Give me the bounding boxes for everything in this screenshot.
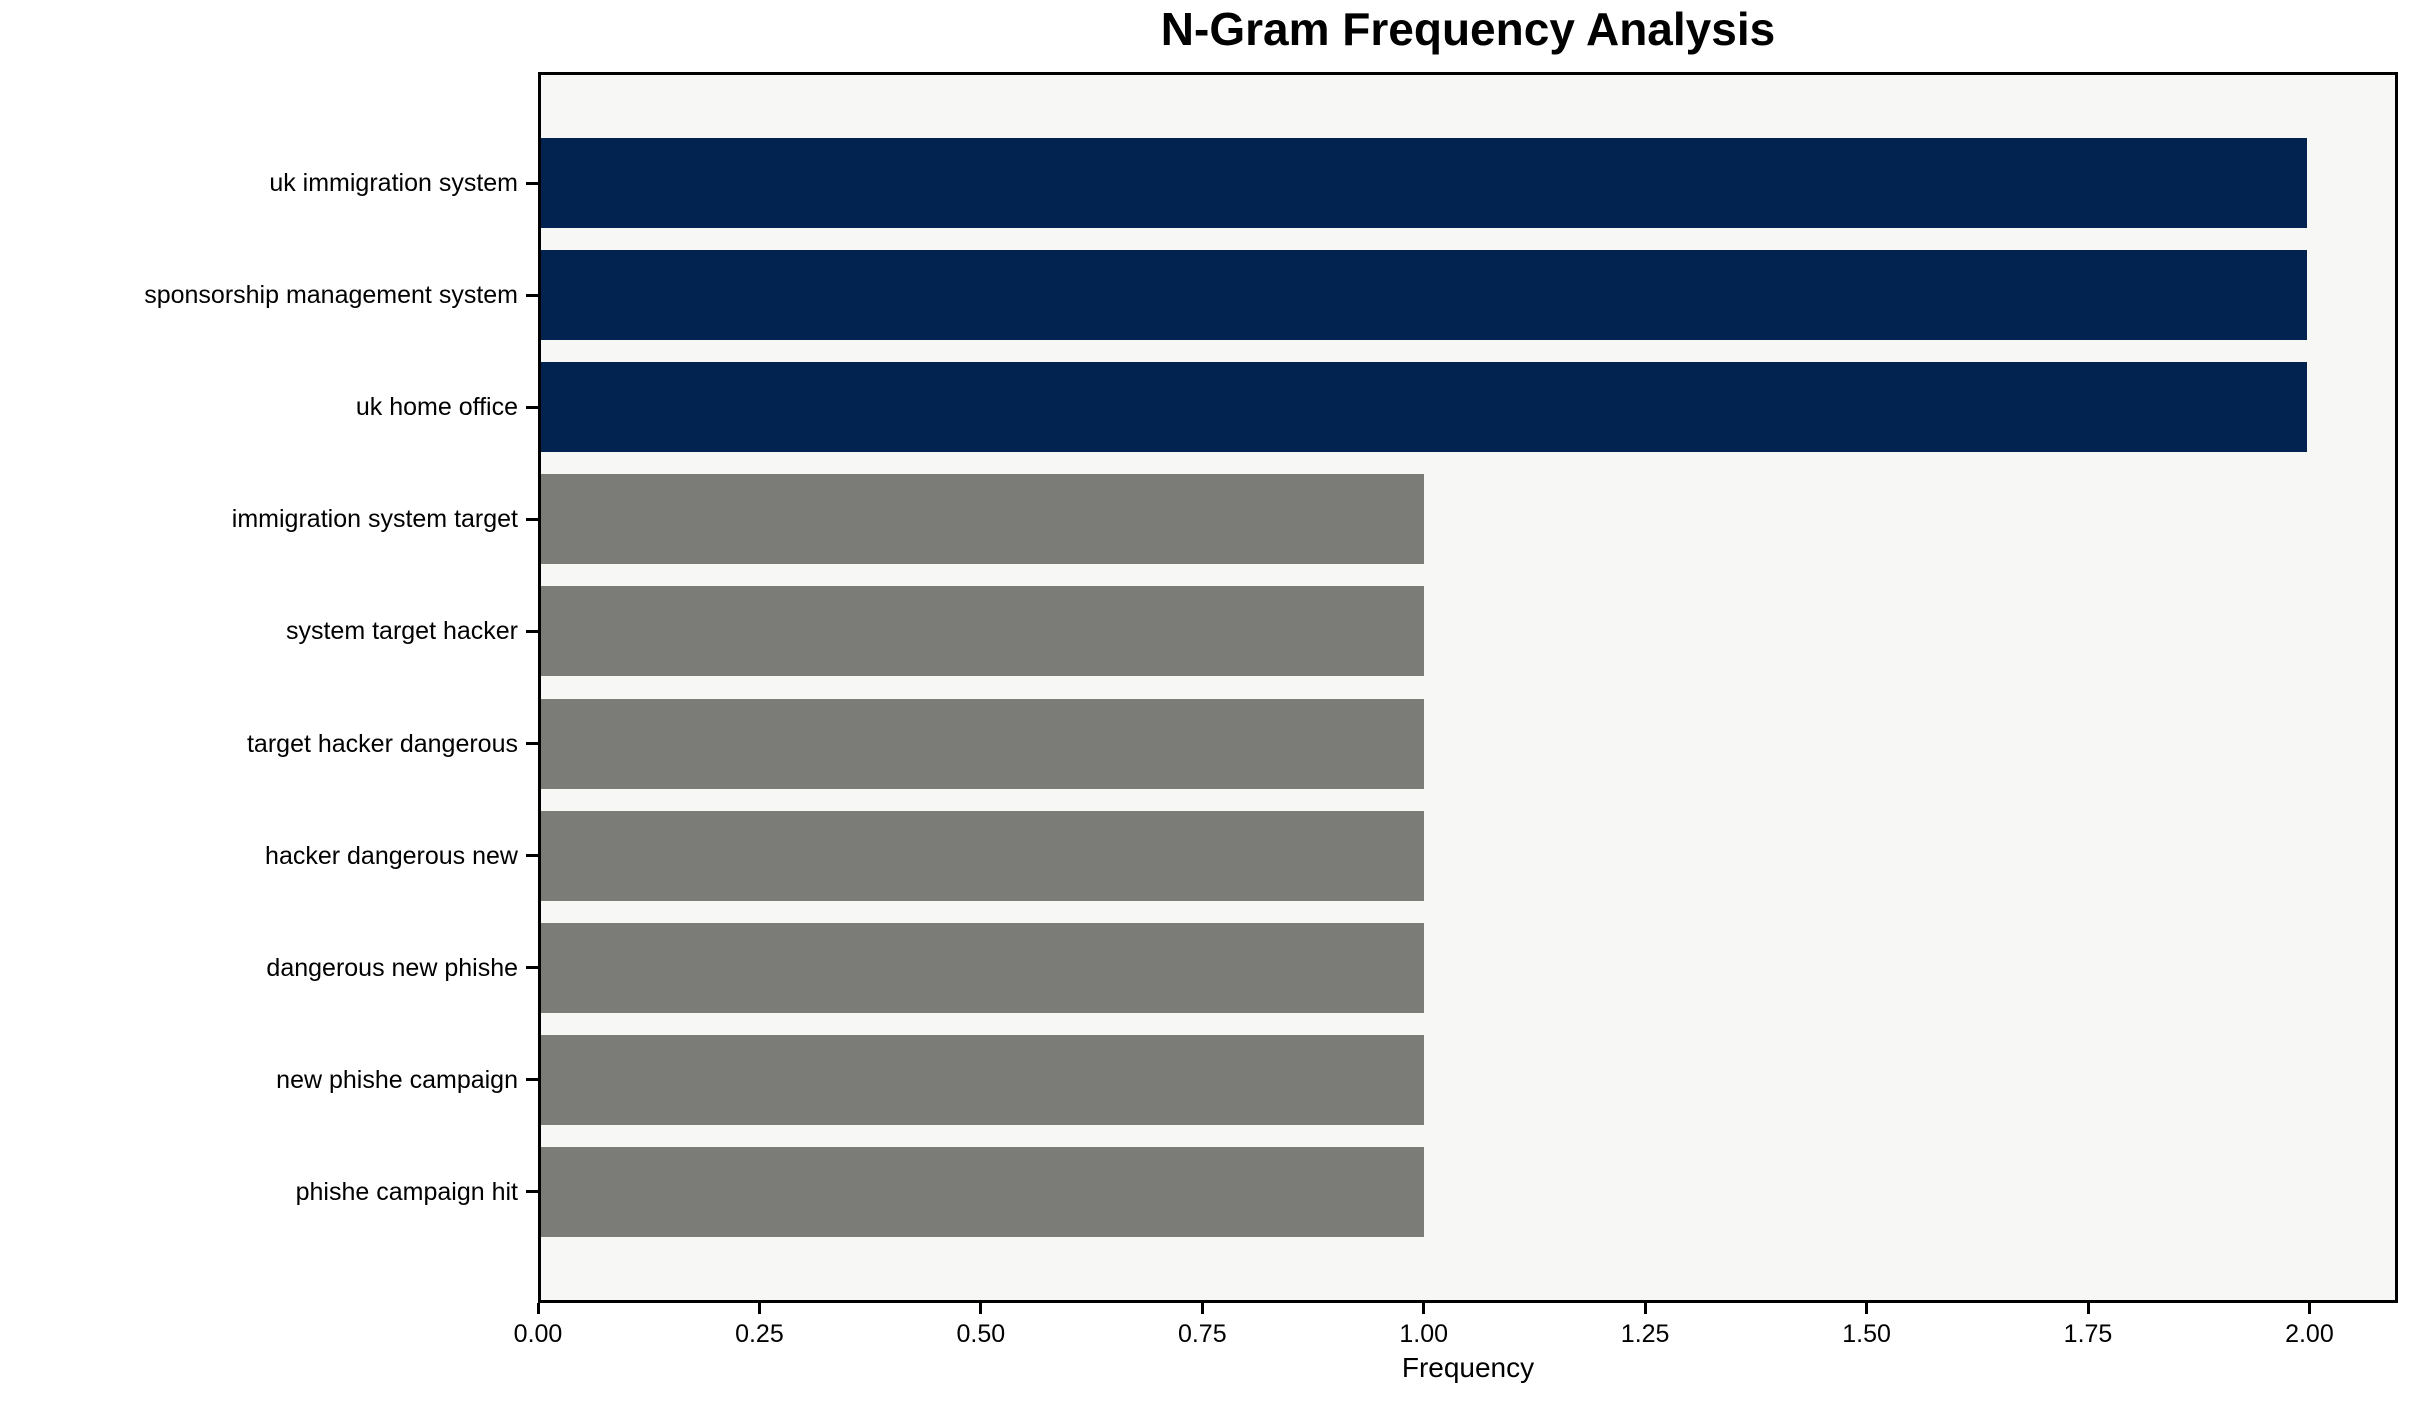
bar-dangerous-new-phishe — [541, 922, 1424, 1013]
y-tick-mark — [526, 181, 538, 185]
x-tick-mark — [757, 1303, 761, 1314]
y-tick-label: hacker dangerous new — [265, 841, 518, 870]
y-tick-label: sponsorship management system — [144, 281, 518, 310]
y-tick-label: uk home office — [355, 393, 518, 422]
plot-area — [538, 72, 2398, 1303]
x-tick-mark — [979, 1303, 983, 1314]
chart-title: N-Gram Frequency Analysis — [1160, 3, 1776, 55]
x-axis-title: Frequency — [1401, 1352, 1535, 1383]
y-tick-mark — [526, 629, 538, 633]
y-tick-label: immigration system target — [231, 505, 518, 534]
x-tick-mark — [1643, 1303, 1647, 1314]
y-tick-label: uk immigration system — [269, 169, 518, 198]
y-tick-mark — [526, 405, 538, 409]
x-tick-mark — [536, 1303, 540, 1314]
x-tick-label: 0.75 — [1177, 1320, 1227, 1348]
bar-new-phishe-campaign — [541, 1034, 1424, 1125]
y-tick-mark — [526, 742, 538, 746]
x-tick-label: 1.00 — [1399, 1320, 1449, 1348]
y-tick-mark — [526, 517, 538, 521]
x-tick-mark — [2307, 1303, 2311, 1314]
y-tick-mark — [526, 293, 538, 297]
x-tick-mark — [1422, 1303, 1426, 1314]
bar-sponsorship-management-system — [541, 250, 2307, 341]
x-tick-label: 1.75 — [2063, 1320, 2113, 1348]
x-tick-mark — [1200, 1303, 1204, 1314]
bar-system-target-hacker — [541, 586, 1424, 677]
x-tick-label: 2.00 — [2285, 1320, 2334, 1348]
y-tick-label: dangerous new phishe — [266, 953, 518, 982]
y-tick-label: target hacker dangerous — [246, 729, 518, 758]
y-tick-label: system target hacker — [285, 617, 518, 646]
bar-target-hacker-dangerous — [541, 698, 1424, 789]
x-tick-label: 0.25 — [735, 1320, 784, 1348]
x-tick-mark — [1865, 1303, 1869, 1314]
y-tick-label: new phishe campaign — [276, 1065, 518, 1094]
x-tick-label: 0.50 — [956, 1320, 1006, 1348]
y-tick-mark — [526, 966, 538, 970]
y-tick-mark — [526, 854, 538, 858]
bar-uk-home-office — [541, 362, 2307, 453]
bar-hacker-dangerous-new — [541, 810, 1424, 901]
bar-uk-immigration-system — [541, 138, 2307, 229]
y-tick-mark — [526, 1078, 538, 1082]
x-tick-label: 1.50 — [1842, 1320, 1891, 1348]
x-tick-label: 0.00 — [513, 1320, 563, 1348]
x-tick-mark — [2086, 1303, 2090, 1314]
bar-immigration-system-target — [541, 474, 1424, 565]
y-tick-label: phishe campaign hit — [295, 1177, 518, 1206]
y-tick-mark — [526, 1190, 538, 1194]
x-tick-label: 1.25 — [1620, 1320, 1670, 1348]
bar-phishe-campaign-hit — [541, 1146, 1424, 1237]
